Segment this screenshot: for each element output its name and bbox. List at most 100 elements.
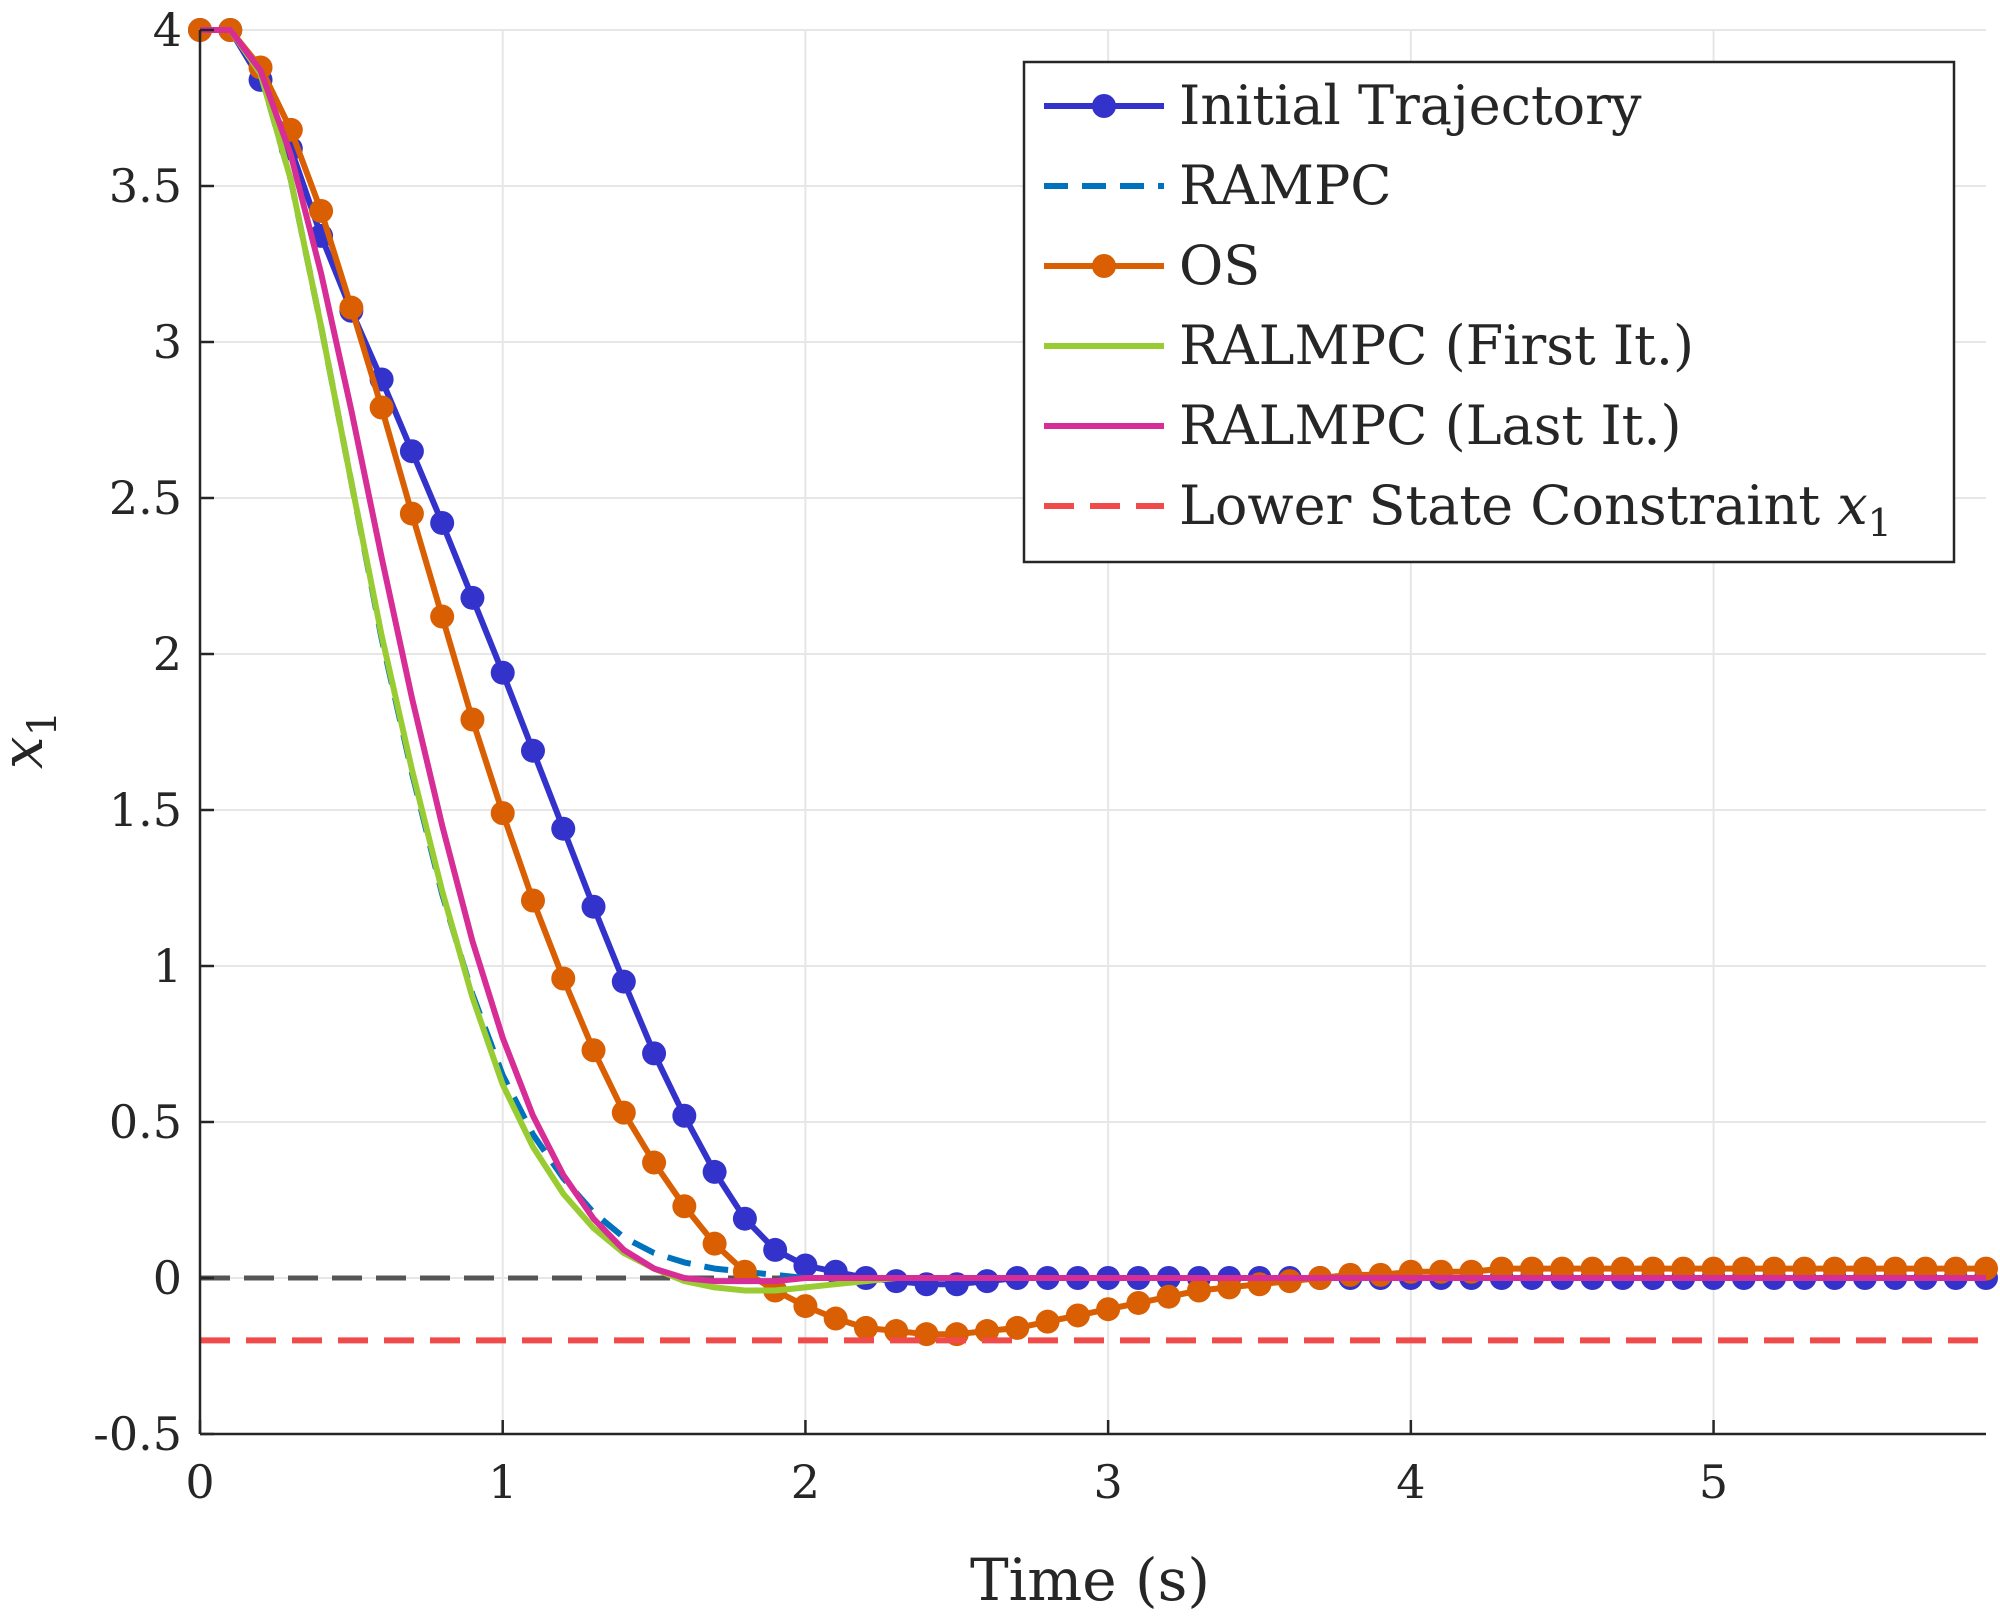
y-tick-label: 3 (153, 315, 182, 369)
legend-label: Initial Trajectory (1179, 74, 1642, 137)
data-point (884, 1319, 909, 1344)
legend-item: OS (1044, 234, 1260, 297)
data-point (642, 1041, 667, 1066)
data-point (1126, 1290, 1151, 1315)
legend-marker (1092, 254, 1116, 278)
series-group (188, 18, 1998, 1347)
data-point (1186, 1278, 1211, 1303)
data-point (611, 1100, 636, 1125)
legend-item: RALMPC (First It.) (1044, 314, 1694, 377)
legend-label: OS (1179, 234, 1260, 297)
data-point (853, 1315, 878, 1340)
legend-label: Lower State Constraint x1 (1179, 474, 1892, 545)
data-point (1883, 1256, 1908, 1281)
data-point (702, 1159, 727, 1184)
y-axis-title-subscript: 1 (20, 711, 66, 736)
data-point (1035, 1309, 1060, 1334)
y-tick-label: 2 (153, 627, 182, 681)
data-point (732, 1259, 757, 1284)
data-point (430, 510, 455, 535)
data-point (1368, 1262, 1393, 1287)
data-point (763, 1237, 788, 1262)
data-point (1731, 1256, 1756, 1281)
data-point (581, 1038, 606, 1063)
data-point (399, 439, 424, 464)
series-line (200, 27, 1986, 1285)
y-tick-label: 2.5 (109, 471, 182, 525)
data-point (490, 801, 515, 826)
data-point (1065, 1303, 1090, 1328)
data-point (914, 1322, 939, 1347)
legend-item: Lower State Constraint x1 (1044, 474, 1892, 545)
y-tick-label: -0.5 (93, 1407, 182, 1461)
data-point (1489, 1256, 1514, 1281)
data-point (1943, 1256, 1968, 1281)
data-point (702, 1231, 727, 1256)
legend-label: RAMPC (1179, 154, 1392, 217)
data-point (460, 707, 485, 732)
y-tick-label: 1 (153, 939, 182, 993)
x-tick-label: 5 (1699, 1455, 1728, 1509)
data-point (793, 1294, 818, 1319)
y-tick-label: 0.5 (109, 1095, 182, 1149)
data-point (793, 1253, 818, 1278)
y-tick-label: 1.5 (109, 783, 182, 837)
data-point (430, 604, 455, 629)
legend-box (1022, 60, 1956, 564)
data-point (1338, 1262, 1363, 1287)
axes (198, 28, 1986, 1436)
series-4 (200, 27, 1986, 1285)
data-point (369, 395, 394, 420)
y-tick-label: 4 (153, 3, 182, 57)
data-point (1671, 1256, 1696, 1281)
x-tick-label: 1 (488, 1455, 517, 1509)
data-point (1913, 1256, 1938, 1281)
data-point (1974, 1256, 1998, 1281)
y-tick-label: 3.5 (109, 159, 182, 213)
data-point (1852, 1256, 1877, 1281)
data-point (732, 1206, 757, 1231)
legend-item: RALMPC (Last It.) (1044, 394, 1682, 457)
data-point (975, 1319, 1000, 1344)
legend: Initial Trajectory RAMPC OS RALMPC (First I… (1022, 60, 1956, 564)
x-tick-label: 0 (185, 1455, 214, 1509)
data-point (581, 894, 606, 919)
data-point (1641, 1256, 1666, 1281)
x-tick-label: 3 (1093, 1455, 1122, 1509)
data-point (399, 501, 424, 526)
data-point (309, 198, 334, 223)
data-point (520, 738, 545, 763)
data-point (520, 888, 545, 913)
y-axis-title: x1 (0, 711, 66, 769)
legend-marker (1092, 94, 1116, 118)
data-point (611, 969, 636, 994)
data-point (490, 660, 515, 685)
x-tick-label: 2 (791, 1455, 820, 1509)
data-point (1701, 1256, 1726, 1281)
data-point (1005, 1315, 1030, 1340)
data-point (642, 1150, 667, 1175)
data-point (551, 966, 576, 991)
data-point (823, 1306, 848, 1331)
data-point (1550, 1256, 1575, 1281)
x-tick-label: 4 (1396, 1455, 1425, 1509)
tick-labels: 0 1 2 3 4 5-0.500.511.522.533.54 (93, 3, 1728, 1509)
legend-item: RAMPC (1044, 154, 1392, 217)
data-point (1762, 1256, 1787, 1281)
data-point (1822, 1256, 1847, 1281)
legend-label: RALMPC (First It.) (1179, 314, 1694, 377)
legend-item: Initial Trajectory (1044, 74, 1642, 137)
x-axis-title: Time (s) (970, 1546, 1210, 1614)
y-axis-title-var: x (0, 736, 56, 769)
data-point (1217, 1275, 1242, 1300)
data-point (339, 295, 364, 320)
data-point (672, 1103, 697, 1128)
legend-label: RALMPC (Last It.) (1179, 394, 1682, 457)
data-point (1156, 1284, 1181, 1309)
data-point (551, 816, 576, 841)
y-tick-label: 0 (153, 1251, 182, 1305)
data-point (1519, 1256, 1544, 1281)
data-point (1610, 1256, 1635, 1281)
data-point (1096, 1297, 1121, 1322)
